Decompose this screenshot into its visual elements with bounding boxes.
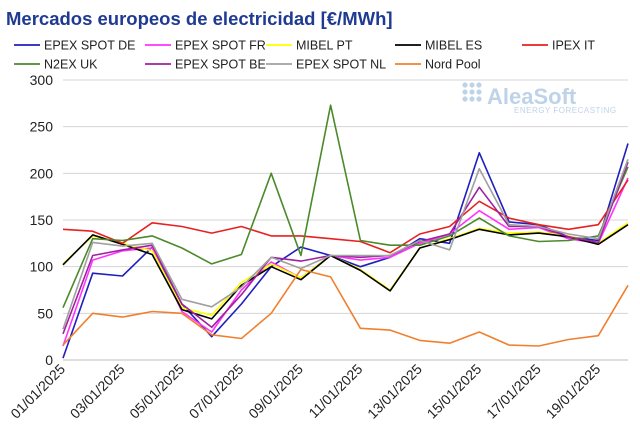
x-tick-label: 13/01/2025 bbox=[364, 361, 425, 422]
x-tick-label: 19/01/2025 bbox=[543, 361, 604, 422]
x-tick-label: 09/01/2025 bbox=[245, 361, 306, 422]
logo-dot bbox=[476, 96, 482, 102]
logo-dot bbox=[462, 82, 468, 88]
x-tick-label: 05/01/2025 bbox=[126, 361, 187, 422]
x-axis: 01/01/202503/01/202505/01/202507/01/2025… bbox=[7, 361, 603, 422]
watermark-brand: AleaSoft bbox=[487, 84, 577, 109]
legend: EPEX SPOT DE EPEX SPOT FR MIBEL PT MIBEL ES… bbox=[14, 39, 595, 72]
y-tick-label: 100 bbox=[30, 259, 54, 275]
x-tick-label: 17/01/2025 bbox=[483, 361, 544, 422]
series-line-epex-spot-nl bbox=[62, 159, 629, 330]
y-tick-label: 0 bbox=[45, 352, 53, 368]
series-line-ipex-it bbox=[62, 179, 629, 254]
legend-label-nord-pool: Nord Pool bbox=[425, 58, 481, 72]
y-tick-label: 50 bbox=[37, 305, 53, 321]
y-tick-label: 150 bbox=[30, 212, 54, 228]
logo-dot bbox=[469, 82, 475, 88]
y-axis: 0 50 100 150 200 250 300 bbox=[30, 72, 54, 368]
y-tick-label: 250 bbox=[30, 119, 54, 135]
y-tick-label: 300 bbox=[30, 72, 54, 88]
x-tick-label: 11/01/2025 bbox=[305, 361, 365, 421]
logo-dot bbox=[462, 89, 468, 95]
legend-label-epex-spot-de: EPEX SPOT DE bbox=[44, 39, 135, 53]
gridlines bbox=[63, 79, 628, 361]
watermark-tagline: ENERGY FORECASTING bbox=[514, 106, 617, 115]
legend-label-n2ex-uk: N2EX UK bbox=[44, 58, 98, 72]
logo-dot bbox=[469, 89, 475, 95]
chart-title: Mercados europeos de electricidad [€/MWh… bbox=[6, 8, 393, 29]
legend-label-mibel-pt: MIBEL PT bbox=[296, 39, 353, 53]
logo-dot bbox=[462, 96, 468, 102]
legend-label-mibel-es: MIBEL ES bbox=[425, 39, 482, 53]
legend-label-epex-spot-fr: EPEX SPOT FR bbox=[175, 39, 266, 53]
x-tick-label: 07/01/2025 bbox=[186, 361, 247, 422]
x-tick-label: 01/01/2025 bbox=[7, 361, 68, 422]
logo-dot bbox=[476, 89, 482, 95]
legend-label-epex-spot-be: EPEX SPOT BE bbox=[175, 58, 266, 72]
series-lines bbox=[62, 104, 629, 359]
x-tick-label: 15/01/2025 bbox=[424, 361, 485, 422]
legend-label-ipex-it: IPEX IT bbox=[552, 39, 595, 53]
y-tick-label: 200 bbox=[30, 165, 54, 181]
logo-dot bbox=[469, 96, 475, 102]
series-line-n2ex-uk bbox=[62, 104, 629, 309]
series-line-nord-pool bbox=[62, 268, 629, 347]
x-tick-label: 03/01/2025 bbox=[67, 361, 128, 422]
logo-dot bbox=[476, 82, 482, 88]
legend-label-epex-spot-nl: EPEX SPOT NL bbox=[296, 58, 386, 72]
series-line-mibel-es bbox=[62, 224, 629, 320]
